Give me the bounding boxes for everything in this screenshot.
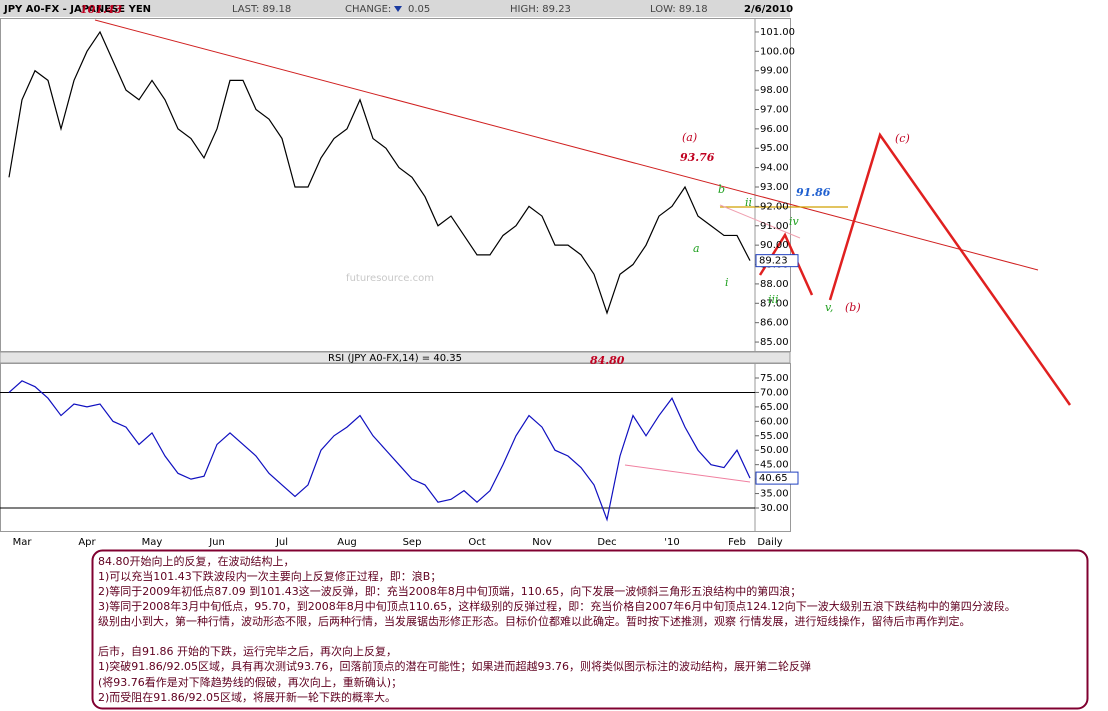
low: LOW: 89.18 — [650, 4, 708, 15]
y-tick-label: 30.00 — [760, 503, 789, 514]
y-tick-label: 35.00 — [760, 489, 789, 500]
watermark: futuresource.com — [346, 273, 434, 284]
x-tick-label: Sep — [403, 537, 422, 548]
y-tick-label: 85.00 — [760, 337, 789, 348]
x-tick-label: Oct — [468, 537, 485, 548]
x-tick-label: Dec — [597, 537, 616, 548]
last-value-label: 89.23 — [759, 256, 788, 267]
note-line: 1)可以充当101.43下跌波段内一次主要向上反复修正过程，即：浪B； — [98, 569, 441, 583]
y-tick-label: 88.00 — [760, 279, 789, 290]
annotation: iii — [768, 293, 779, 306]
x-tick-label: May — [142, 537, 163, 548]
note-line: 2)等同于2009年初低点87.09 到101.43这一波反弹，即：充当2008… — [98, 584, 801, 598]
y-tick-label: 98.00 — [760, 85, 789, 96]
price-frame — [0, 18, 791, 352]
triangle-line — [719, 204, 801, 239]
y-tick-label: 86.00 — [760, 318, 789, 329]
rsi-title: RSI (JPY A0-FX,14) = 40.35 — [328, 353, 462, 364]
y-tick-label: 65.00 — [760, 402, 789, 413]
y-tick-label: 97.00 — [760, 104, 789, 115]
annotation: i — [725, 276, 729, 289]
note-line: (将93.76看作是对下降趋势线的假破，再次向上，重新确认)； — [98, 675, 402, 689]
y-tick-label: 92.00 — [760, 201, 789, 212]
x-tick-label: Jun — [208, 537, 225, 548]
annotation: v, — [825, 301, 833, 314]
note-box — [91, 549, 1089, 710]
x-tick-label: Nov — [532, 537, 552, 548]
annotation: a — [693, 242, 700, 255]
y-tick-label: 91.00 — [760, 221, 789, 232]
note-line: 1)突破91.86/92.05区域，具有再次测试93.76，回落前顶点的潜在可能… — [98, 659, 811, 673]
header-bar — [0, 0, 790, 17]
y-tick-label: 55.00 — [760, 431, 789, 442]
annotation: (a) — [682, 131, 697, 144]
symbol: JPY A0-FX - JAPANESE YEN — [3, 4, 151, 15]
annotation: (b) — [845, 301, 861, 314]
trend-line — [94, 19, 1039, 271]
last-value-box — [755, 254, 799, 268]
annotation: b — [718, 183, 725, 196]
y-tick-label: 96.00 — [760, 124, 789, 135]
y-tick-label: 95.00 — [760, 143, 789, 154]
annotation: 93.76 — [680, 151, 715, 164]
change: CHANGE: — [345, 4, 391, 15]
x-axis-label: Daily — [757, 537, 782, 548]
note-line: 2)而受阻在91.86/92.05区域，将展开新一轮下跌的概率大。 — [98, 690, 396, 704]
y-tick-label: 87.00 — [760, 298, 789, 309]
y-tick-label: 60.00 — [760, 416, 789, 427]
x-tick-label: Mar — [13, 537, 33, 548]
y-tick-label: 75.00 — [760, 373, 789, 384]
last-value-label: 40.65 — [759, 473, 788, 484]
high: HIGH: 89.23 — [510, 4, 571, 15]
date: 2/6/2010 — [744, 4, 793, 15]
note-line: 级别由小到大，第一种行情，波动形态不限，后两种行情，当发展锯齿形修正形态。目标价… — [98, 614, 971, 628]
y-tick-label: 94.00 — [760, 163, 789, 174]
last: LAST: 89.18 — [232, 4, 291, 15]
annotation: 101.43 — [80, 3, 122, 16]
note-line: 后市，自91.86 开始的下跌，运行完毕之后，再次向上反复， — [98, 644, 397, 658]
series-line — [8, 30, 751, 315]
annotation: iv — [789, 215, 800, 228]
y-tick-label: 70.00 — [760, 387, 789, 398]
annotation: (c) — [895, 132, 910, 145]
note-line: 3)等同于2008年3月中旬低点，95.70，到2008年8月中旬顶点110.6… — [98, 599, 1016, 613]
y-tick-label: 99.00 — [760, 66, 789, 77]
annotation: 91.86 — [796, 186, 831, 199]
rsi-frame — [0, 363, 791, 532]
y-tick-label: 101.00 — [760, 27, 795, 38]
x-tick-label: Aug — [337, 537, 357, 548]
projection-2 — [828, 132, 1072, 406]
x-tick-label: Jul — [275, 537, 288, 548]
y-tick-label: 90.00 — [760, 240, 789, 251]
down-arrow — [394, 6, 402, 12]
note-line: 84.80开始向上的反复，在波动结构上， — [98, 554, 295, 568]
y-tick-label: 50.00 — [760, 445, 789, 456]
y-tick-label: 100.00 — [760, 46, 795, 57]
x-tick-label: '10 — [664, 537, 679, 548]
series-line — [8, 380, 751, 522]
change-value: 0.05 — [408, 4, 430, 15]
annotation: ii — [745, 196, 752, 209]
rsi-trend-line — [624, 464, 751, 483]
last-value-box — [755, 471, 799, 485]
y-tick-label: 45.00 — [760, 460, 789, 471]
x-tick-label: Feb — [728, 537, 746, 548]
annotation: 84.80 — [590, 354, 625, 367]
x-tick-label: Apr — [78, 537, 96, 548]
y-tick-label: 93.00 — [760, 182, 789, 193]
